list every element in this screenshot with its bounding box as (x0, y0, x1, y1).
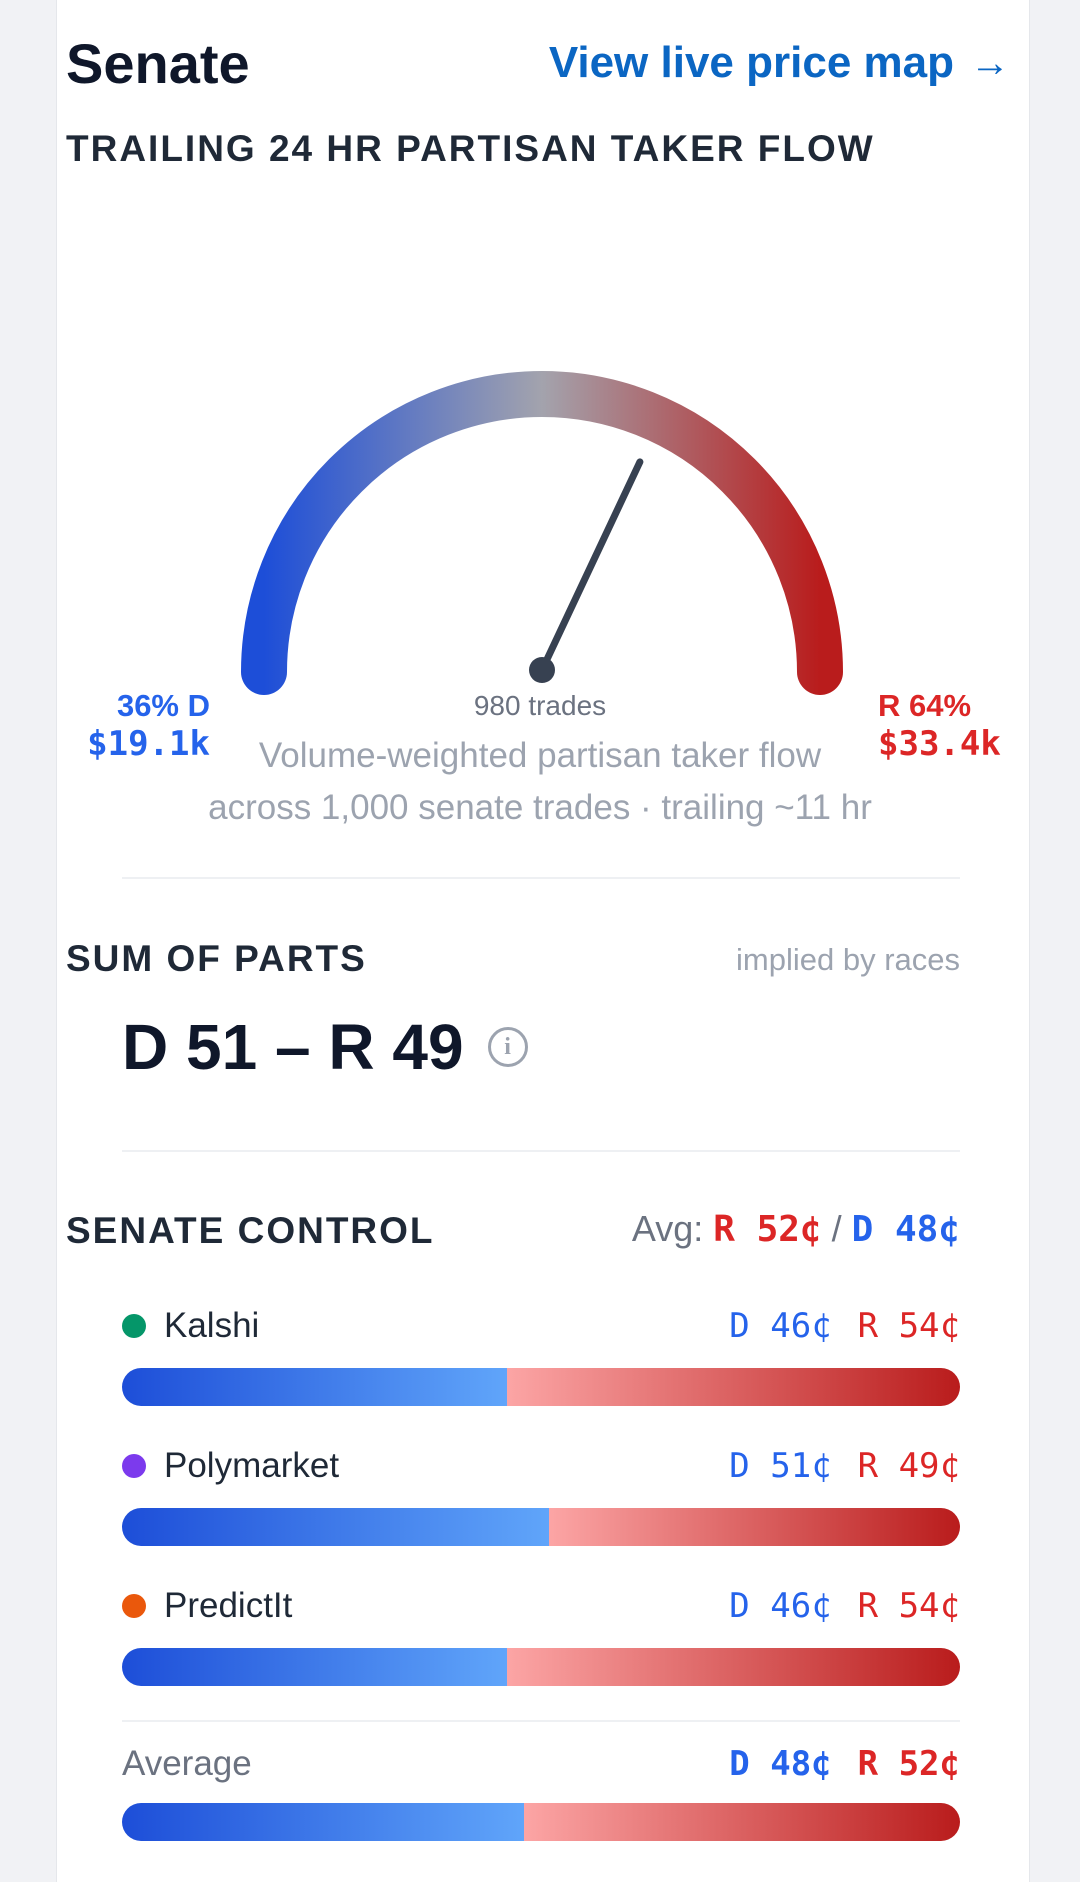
average-summary-d: D 48¢ (851, 1209, 960, 1250)
gauge-needle (538, 458, 644, 674)
republican-flow-amount: $33.4k (878, 724, 1001, 764)
d-price: D 51¢ (729, 1446, 832, 1486)
d-share-fill (122, 1368, 508, 1406)
r-price: R 49¢ (857, 1446, 960, 1486)
flow-caption-line1: Volume-weighted partisan taker flow (258, 736, 822, 775)
polymarket-split-bar (122, 1508, 960, 1546)
flow-section-title: TRAILING 24 HR PARTISAN TAKER FLOW (66, 128, 875, 169)
d-share-fill (122, 1803, 525, 1841)
r-price: R 54¢ (857, 1306, 960, 1346)
info-icon[interactable]: i (487, 1027, 528, 1067)
d-price: D 46¢ (729, 1306, 832, 1346)
r-share-fill (507, 1368, 960, 1406)
implied-by-races-note: implied by races (736, 942, 960, 977)
r-share-fill (507, 1648, 960, 1686)
r-share-fill (549, 1508, 960, 1546)
trade-count: 980 trades (473, 690, 607, 721)
average-summary-sep: / (831, 1208, 842, 1249)
d-share-fill (122, 1508, 550, 1546)
gauge-arc (241, 371, 843, 695)
average-summary: Avg: R 52¢ / D 48¢ (632, 1208, 960, 1250)
kalshi-split-bar (122, 1368, 960, 1406)
average-prices: D 48¢ R 52¢ (729, 1744, 960, 1784)
r-share-fill (524, 1803, 960, 1841)
r-price: R 52¢ (857, 1744, 960, 1784)
source-row-polymarket: Polymarket D 51¢ R 49¢ (122, 1441, 960, 1491)
source-name: PredictIt (122, 1586, 292, 1626)
gauge-needle-hub (529, 657, 555, 683)
d-share-fill (122, 1648, 508, 1686)
source-prices: D 51¢ R 49¢ (729, 1446, 960, 1486)
arrow-right-icon: → (970, 40, 1010, 85)
d-price: D 48¢ (729, 1744, 832, 1784)
senate-card (56, 0, 1030, 1882)
source-label: PredictIt (164, 1586, 293, 1625)
source-label: Kalshi (164, 1306, 260, 1345)
democrat-flow-pct: 36% D (116, 688, 210, 723)
predictit-split-bar (122, 1648, 960, 1686)
kalshi-dot-icon (122, 1314, 146, 1338)
flow-caption: Volume-weighted partisan taker flow acro… (150, 730, 930, 834)
source-prices: D 46¢ R 54¢ (729, 1586, 960, 1626)
card-header: Senate View live price map → (66, 28, 1010, 98)
divider (122, 1150, 960, 1152)
source-prices: D 46¢ R 54¢ (729, 1306, 960, 1346)
democrat-flow: 36% D $19.1k (60, 688, 210, 764)
d-price: D 46¢ (729, 1586, 832, 1626)
source-row-average: Average D 48¢ R 52¢ (122, 1739, 960, 1789)
seat-tally: D 51 – R 49 i (122, 1010, 528, 1084)
polymarket-dot-icon (122, 1454, 146, 1478)
sum-of-parts-title: SUM OF PARTS (66, 938, 367, 979)
republican-flow: R 64% $33.4k (878, 688, 1038, 764)
map-link-label: View live price map (548, 38, 954, 87)
average-split-bar (122, 1803, 960, 1841)
seat-tally-value: D 51 – R 49 (122, 1011, 464, 1083)
source-name: Polymarket (122, 1446, 339, 1486)
average-label: Average (122, 1744, 252, 1783)
senate-control-title: SENATE CONTROL (66, 1210, 435, 1251)
divider (122, 1720, 960, 1722)
source-label: Polymarket (164, 1446, 340, 1485)
average-summary-r: R 52¢ (713, 1209, 822, 1250)
divider (122, 877, 960, 879)
democrat-flow-amount: $19.1k (87, 724, 210, 764)
r-price: R 54¢ (857, 1586, 960, 1626)
republican-flow-pct: R 64% (878, 688, 972, 723)
average-summary-label: Avg: (631, 1208, 704, 1249)
source-row-predictit: PredictIt D 46¢ R 54¢ (122, 1581, 960, 1631)
predictit-dot-icon (122, 1594, 146, 1618)
view-live-price-map-link[interactable]: View live price map → (549, 38, 1010, 88)
partisan-flow-gauge (241, 371, 843, 695)
source-name: Kalshi (122, 1306, 259, 1346)
page-title: Senate (66, 31, 250, 95)
flow-caption-line2: across 1,000 senate trades · trailing ~1… (208, 788, 872, 827)
source-row-kalshi: Kalshi D 46¢ R 54¢ (122, 1301, 960, 1351)
